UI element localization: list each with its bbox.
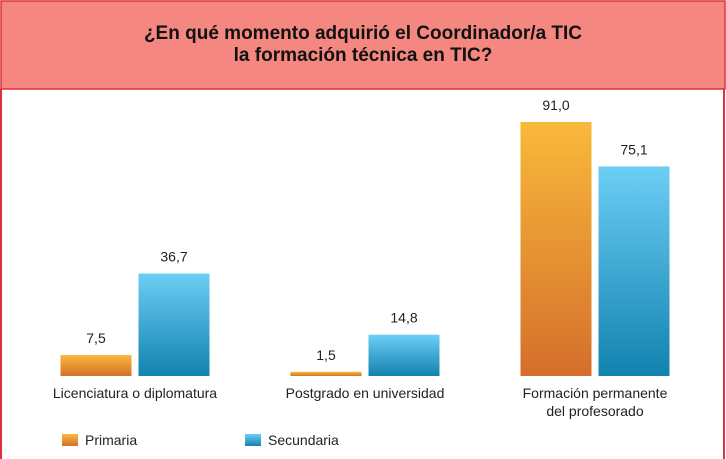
chart-title: ¿En qué momento adquirió el Coordinador/… — [143, 23, 583, 66]
bar — [520, 122, 592, 376]
value-label: 36,7 — [160, 249, 187, 265]
x-tick-label: Postgrado en universidad — [285, 385, 445, 401]
legend-label: Secundaria — [268, 432, 339, 448]
bar — [60, 355, 132, 376]
x-tick-label: Formación permanente del profesorado — [522, 385, 668, 419]
value-label: 75,1 — [620, 141, 647, 157]
title-box — [0, 0, 726, 90]
value-label: 91,0 — [542, 97, 569, 113]
bar — [290, 371, 362, 376]
value-label: 1,5 — [316, 347, 336, 363]
bar — [368, 334, 440, 376]
legend-swatch — [62, 434, 78, 446]
bar — [598, 166, 670, 376]
legend-label: Primaria — [85, 432, 137, 448]
value-label: 7,5 — [86, 330, 106, 346]
bar — [138, 273, 210, 376]
legend-swatch — [245, 434, 261, 446]
x-tick-label: Licenciatura o diplomatura — [52, 385, 218, 401]
value-label: 14,8 — [390, 310, 417, 326]
